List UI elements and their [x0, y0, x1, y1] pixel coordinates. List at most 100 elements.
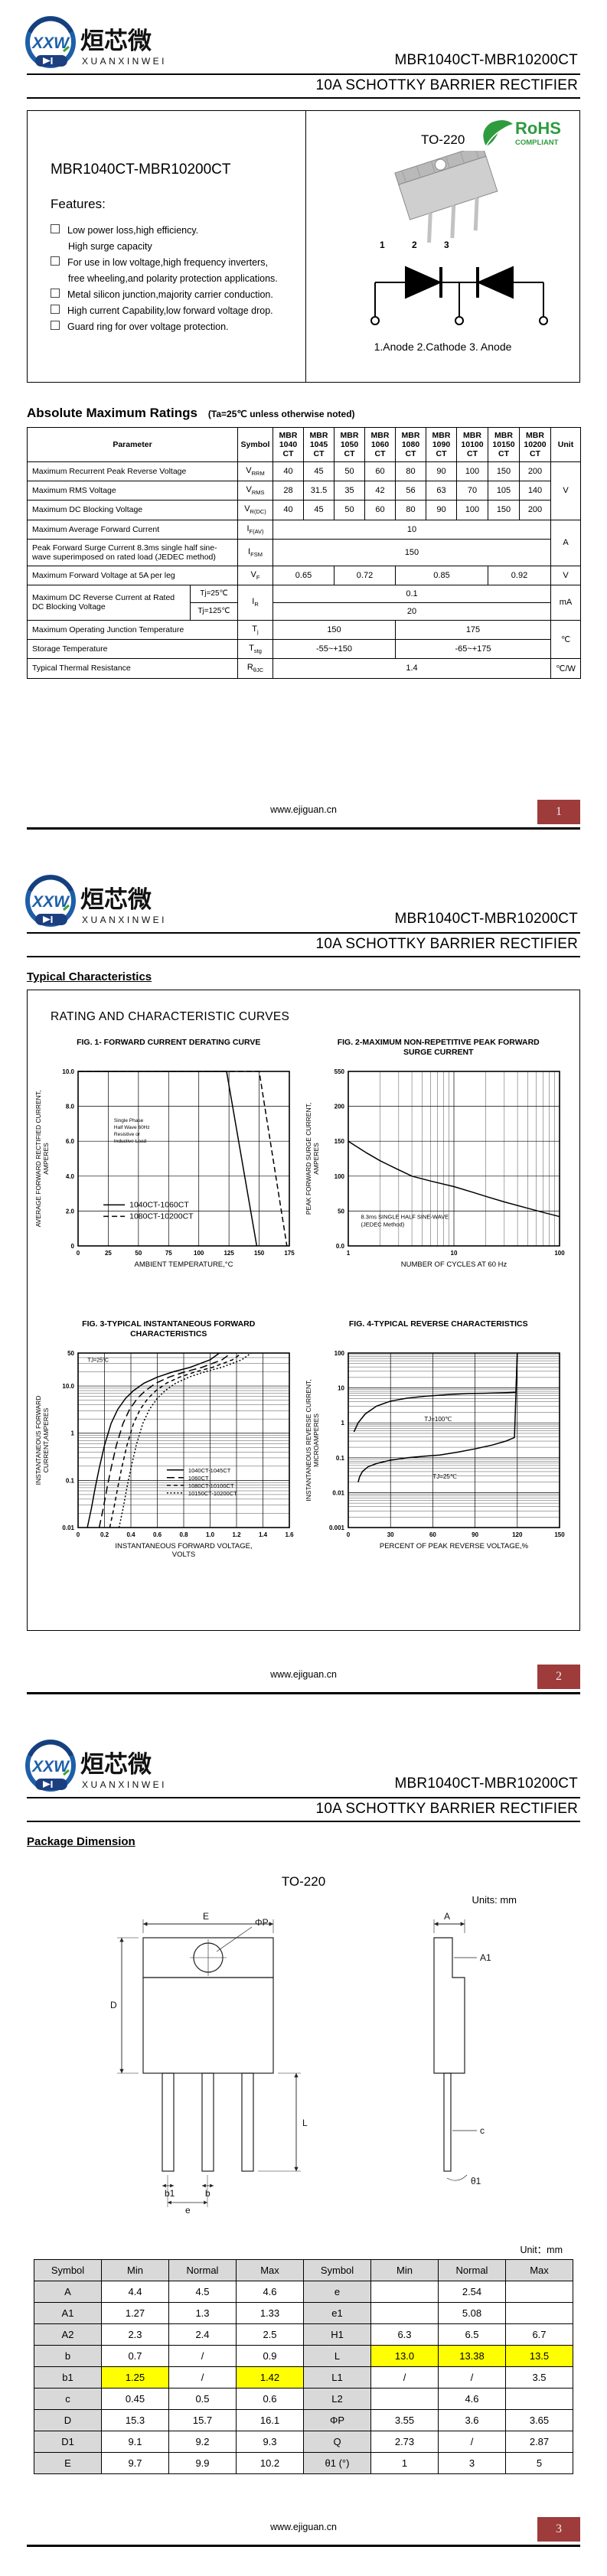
package-drawing-wrap: E D L ΦP b1 b e A A1 c θ1 [0, 1909, 607, 2242]
svg-text:60: 60 [429, 1531, 436, 1538]
svg-text:PEAK FORWARD SURGE CURRENT,: PEAK FORWARD SURGE CURRENT, [305, 1103, 312, 1215]
table-cell: b1 [34, 2366, 102, 2389]
table-cell: 13.38 [438, 2345, 506, 2367]
table-cell: / [168, 2345, 237, 2367]
table-cell: 42 [364, 481, 396, 501]
table-cell: 5 [505, 2452, 573, 2474]
svg-text:10: 10 [338, 1385, 344, 1392]
svg-text:1.6: 1.6 [285, 1531, 294, 1538]
table-cell: 0.9 [236, 2345, 304, 2367]
footer-url[interactable]: www.ejiguan.cn [270, 804, 337, 815]
svg-text:8.3ms SINGLE HALF SINE-WAVE: 8.3ms SINGLE HALF SINE-WAVE [361, 1214, 449, 1221]
table-cell: 9.3 [236, 2431, 304, 2453]
svg-text:Single Phase: Single Phase [114, 1118, 144, 1123]
doc-title: MBR1040CT-MBR10200CT [394, 52, 578, 68]
table-cell: θ1 (°) [303, 2452, 371, 2474]
table-cell: 2.73 [370, 2431, 439, 2453]
figure-title: FIG. 1- FORWARD CURRENT DERATING CURVE [77, 1038, 261, 1047]
table-cell: / [370, 2366, 439, 2389]
feature-item-line2: High surge capacity [68, 241, 152, 252]
table-cell: 6.3 [370, 2323, 439, 2346]
table-row: D 15.3 15.7 16.1 ΦP 3.55 3.6 3.65 [34, 2409, 573, 2431]
svg-text:Inductive Load: Inductive Load [114, 1139, 147, 1144]
table-cell: IR [237, 584, 273, 621]
table-cell: 9.9 [168, 2452, 237, 2474]
svg-text:0: 0 [77, 1250, 80, 1257]
package-type-label: TO-220 [421, 132, 465, 147]
figure-title: FIG. 3-TYPICAL INSTANTANEOUS FORWARD CHAR… [82, 1319, 256, 1339]
table-cell: D1 [34, 2431, 102, 2453]
svg-text:100: 100 [334, 1173, 344, 1180]
footer-url[interactable]: www.ejiguan.cn [270, 2522, 337, 2532]
svg-text:150: 150 [254, 1250, 265, 1257]
dim-label-e: e [185, 2205, 191, 2216]
svg-text:4.0: 4.0 [66, 1173, 75, 1180]
table-cell: Maximum RMS Voltage [27, 481, 238, 501]
table-cell: Maximum Operating Junction Temperature [27, 619, 238, 641]
package-pane: TO-220 RoHS COMPLIANT [306, 111, 579, 382]
svg-text:INSTANTANEOUS FORWARD VOLTAGE,: INSTANTANEOUS FORWARD VOLTAGE, [115, 1542, 252, 1550]
footer-url[interactable]: www.ejiguan.cn [270, 1669, 337, 1680]
svg-text:100: 100 [334, 1350, 344, 1357]
header-rule [27, 73, 580, 75]
table-cell: 150 [272, 538, 551, 566]
column-header: MBR 10200 CT [519, 427, 551, 462]
table-cell: 40 [272, 500, 304, 520]
page-2: XXW 烜芯微 XUANXINWEI MBR1040CT-MBR10200CT … [0, 859, 607, 1723]
table-cell: e [303, 2281, 371, 2303]
table-cell [505, 2302, 573, 2324]
dim-label-D: D [110, 2000, 117, 2010]
table-cell: / [438, 2431, 506, 2453]
column-header: Parameter [27, 427, 238, 462]
logo-brand-en: XUANXINWEI [82, 915, 167, 925]
table-cell: VF [237, 565, 273, 585]
dim-label-c: c [480, 2125, 485, 2136]
abs-max-ratings-table: Parameter Symbol MBR 1040 CT MBR 1045 CT MBR 1050… [27, 427, 581, 679]
dim-label-L: L [302, 2118, 308, 2128]
abs-max-ratings-note: (Ta=25℃ unless otherwise noted) [207, 409, 355, 419]
column-header: MBR 1090 CT [426, 427, 457, 462]
header-rule [27, 1821, 580, 1822]
table-cell: 3.55 [370, 2409, 439, 2431]
table-cell: 2.3 [101, 2323, 169, 2346]
table-cell: / [438, 2366, 506, 2389]
svg-text:AMBIENT TEMPERATURE,°C: AMBIENT TEMPERATURE,°C [135, 1260, 233, 1269]
to220-package-image [394, 151, 498, 243]
svg-text:0.4: 0.4 [126, 1531, 135, 1538]
table-cell: 6.5 [438, 2323, 506, 2346]
svg-text:1: 1 [346, 1250, 350, 1257]
doc-subtitle: 10A SCHOTTKY BARRIER RECTIFIER [315, 936, 578, 952]
svg-text:10150CT-10200CT: 10150CT-10200CT [188, 1490, 237, 1497]
svg-text:8.0: 8.0 [66, 1104, 75, 1110]
table-row: c 0.45 0.5 0.6 L2 4.6 [34, 2388, 573, 2410]
svg-text:INSTANTANEOUS REVERSE CURRENT,: INSTANTANEOUS REVERSE CURRENT, [305, 1379, 312, 1501]
svg-text:TJ=25℃: TJ=25℃ [432, 1473, 456, 1480]
pin-numbers: 1 2 3 [380, 240, 462, 250]
package-dimension-drawing: E D L ΦP b1 b e A A1 c θ1 [110, 1911, 491, 2216]
table-cell: ℃ [550, 619, 581, 660]
table-cell: 0.45 [101, 2388, 169, 2410]
table-cell: -55~+150 [272, 639, 396, 660]
logo-brand-en: XUANXINWEI [82, 56, 167, 67]
table-cell: 10.2 [236, 2452, 304, 2474]
figure-chart: 0 25 50 75 100 125 150 175 0 2.0 4.0 6.0 8.0 10.0 1040… [34, 1068, 295, 1269]
svg-text:0.8: 0.8 [179, 1531, 188, 1538]
svg-text:0.6: 0.6 [153, 1531, 162, 1538]
abs-max-ratings-heading: Absolute Maximum Ratings (Ta=25℃ unless … [27, 406, 580, 421]
checkbox-icon [51, 305, 60, 314]
table-cell: Maximum Recurrent Peak Reverse Voltage [27, 461, 238, 482]
svg-text:200: 200 [334, 1104, 344, 1110]
page-1: XXW 烜芯微 XUANXINWEI MBR1040CT-MBR10200CT … [0, 0, 607, 859]
figure-title: FIG. 4-TYPICAL REVERSE CHARACTERISTICS [348, 1319, 528, 1329]
table-cell: A1 [34, 2302, 102, 2324]
column-header: Normal [438, 2259, 506, 2281]
table-cell: H1 [303, 2323, 371, 2346]
checkbox-icon [51, 289, 60, 298]
table-cell: 100 [456, 461, 488, 482]
figure-4-typical-reverse-characteristics: FIG. 4-TYPICAL REVERSE CHARACTERISTICS 0… [304, 1319, 574, 1581]
svg-text:150: 150 [554, 1531, 565, 1538]
table-cell [505, 2388, 573, 2410]
table-cell: 70 [456, 481, 488, 501]
svg-text:0.1: 0.1 [335, 1455, 344, 1462]
table-cell: 63 [426, 481, 457, 501]
